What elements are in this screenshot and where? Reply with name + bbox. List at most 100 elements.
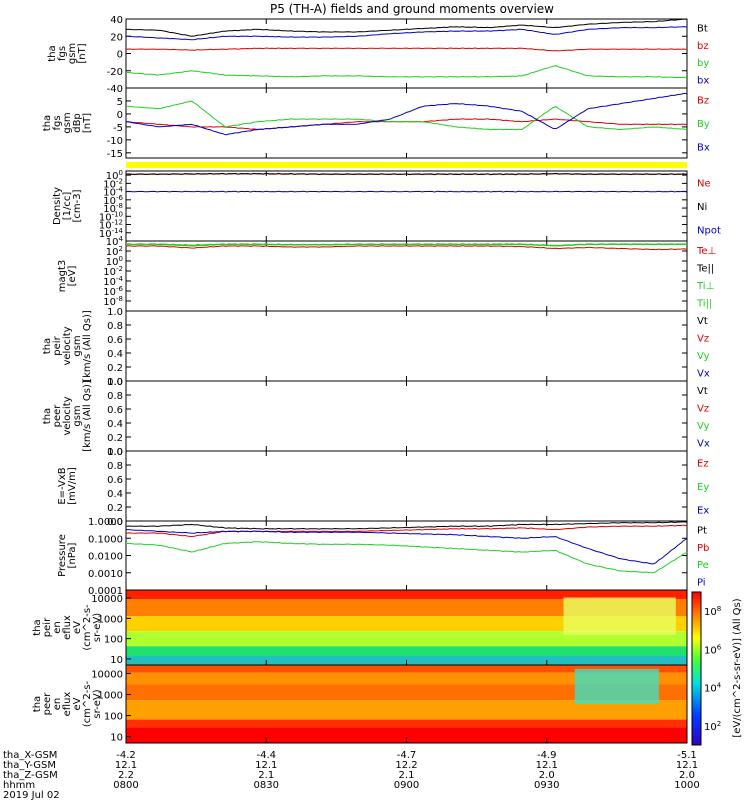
y-tick-label: 0.8 <box>107 461 123 472</box>
axis-row-value: -4.2 <box>116 750 136 761</box>
y-tick-label: 10000 <box>91 594 123 605</box>
colorbar-label: [eV/(cm^2-s-sr-eV)] (All Qs) <box>732 598 743 737</box>
y-tick-label: 0.6 <box>107 335 123 346</box>
series-bx-line <box>125 93 687 136</box>
y-tick-label: 10-6 <box>103 285 123 298</box>
legend-bx: bx <box>697 75 709 86</box>
spectrogram-band <box>126 599 687 617</box>
y-axis-label: [1/cc] <box>62 192 73 221</box>
y-tick-label: 100 <box>104 712 123 723</box>
legend-bt: Bt <box>697 24 708 35</box>
panel-frame <box>125 450 688 522</box>
legend-te: Te⊥ <box>696 246 716 257</box>
panel-peer_spec: 10000 1000 100 10 <box>91 664 688 744</box>
colorbar-tick-label: 106 <box>704 643 722 656</box>
spectrogram-band <box>126 631 687 647</box>
y-tick-label: 40 <box>110 15 123 26</box>
axis-row-value: 12.2 <box>395 760 417 771</box>
y-tick-label: 10-12 <box>99 219 123 232</box>
y-tick-label: -40 <box>107 84 123 95</box>
time-axis-table: tha_X-GSM -4.2 -4.4 -4.7 -4.9 -5.1 tha_Y-GSM 12… <box>3 750 700 800</box>
y-tick-label: 10-8 <box>103 202 123 215</box>
panel-fgs2: 5 0 -5 -10 -15 Bz By Bx <box>107 87 710 160</box>
y-axis-label: tha <box>42 115 53 131</box>
y-axis-label: peir <box>42 617 53 637</box>
y-tick-label: 10-10 <box>99 210 123 223</box>
y-axis-label: [cm-3] <box>72 189 83 222</box>
series-bt-line <box>125 18 688 37</box>
legend-by: By <box>697 119 710 130</box>
y-axis-label: en <box>52 621 63 634</box>
y-tick-label: 1.0 <box>107 377 123 388</box>
axis-row-value: 0930 <box>534 780 559 791</box>
panel-frame <box>125 240 688 312</box>
y-axis-label: peer <box>42 692 53 716</box>
y-tick-label: 0.4 <box>107 489 123 500</box>
axis-row-value: 2.1 <box>399 770 415 781</box>
spectrogram-region <box>563 597 676 635</box>
series-ti-line <box>125 243 688 247</box>
y-axis-label: fgs <box>52 115 63 130</box>
axis-row-value: 0900 <box>394 780 419 791</box>
series-npot-line <box>125 190 688 193</box>
series-pt-line <box>125 521 688 530</box>
y-tick-label: -20 <box>107 67 123 78</box>
axis-row-label: tha_Y-GSM <box>3 760 56 771</box>
y-tick-label: 10000 <box>91 669 123 680</box>
y-axis-label: velocity <box>62 396 73 435</box>
axis-row-value: 1000 <box>674 780 699 791</box>
panel-frame <box>125 310 688 382</box>
colorbar-tick-label: 108 <box>704 605 721 618</box>
series-bx-line <box>125 26 688 41</box>
y-tick-label: 10-6 <box>103 194 123 207</box>
axis-row-value: -4.4 <box>256 750 276 761</box>
date-label: 2019 Jul 02 <box>3 790 60 800</box>
y-tick-label: 1000 <box>98 614 123 625</box>
legend-ne: Ne <box>697 179 711 190</box>
y-axis-label: peir <box>52 335 63 355</box>
y-axis-label: eV <box>72 697 83 710</box>
y-axis-label: en <box>52 698 63 711</box>
y-axis-label: tha <box>32 696 43 712</box>
series-by-line <box>126 65 688 79</box>
y-tick-label: 1.0000 <box>88 517 123 528</box>
spectrogram-band <box>126 665 687 673</box>
y-tick-label: 104 <box>106 235 124 248</box>
legend-ez: Ez <box>697 459 709 470</box>
y-axis-label: E=-VxB <box>57 467 68 504</box>
legend-vx: Vx <box>697 368 710 379</box>
axis-row-value: 2.0 <box>539 770 555 781</box>
y-tick-label: -10 <box>107 136 123 147</box>
series-pe-line <box>126 541 688 574</box>
y-tick-label: 0.0001 <box>88 586 123 597</box>
legend-vy: Vy <box>697 351 710 362</box>
y-tick-label: 0.4 <box>107 349 123 360</box>
panel-frame <box>125 380 688 452</box>
spectrogram-band <box>126 719 687 728</box>
axis-row-value: 12.1 <box>536 760 558 771</box>
y-axis-label: [km/s (All Qs)] <box>82 380 93 452</box>
y-tick-label: 0.2 <box>107 363 123 374</box>
y-axis-label: [km/s (All Qs)] <box>82 310 93 382</box>
spectrogram-region <box>574 668 659 704</box>
y-axis-label: gsm <box>72 335 83 356</box>
y-axis-label: tha <box>42 338 53 354</box>
y-tick-label: 0 <box>117 50 123 61</box>
panel-pressure: 1.0000 0.1000 0.0100 0.0010 0.0001 Pt Pb Pe Pi <box>88 517 709 597</box>
y-tick-label: 0 <box>117 110 123 121</box>
y-tick-label: 10-2 <box>103 265 123 278</box>
axis-row-value: 12.1 <box>676 760 698 771</box>
y-tick-label: 0.6 <box>107 475 123 486</box>
y-axis-label: Pressure <box>57 534 68 577</box>
y-axis-label: (cm^2-s- <box>82 680 93 727</box>
axis-row-value: 0800 <box>113 780 138 791</box>
legend-bx: Bx <box>697 142 710 153</box>
y-tick-label: 100 <box>106 169 123 182</box>
y-tick-label: 0.8 <box>107 391 123 402</box>
legend-ni: Ni <box>697 202 707 213</box>
y-tick-label: 0.0 <box>107 447 123 458</box>
series-by-line <box>125 100 688 131</box>
y-tick-label: 0.0 <box>107 517 123 528</box>
y-tick-label: 0.0100 <box>88 552 123 563</box>
